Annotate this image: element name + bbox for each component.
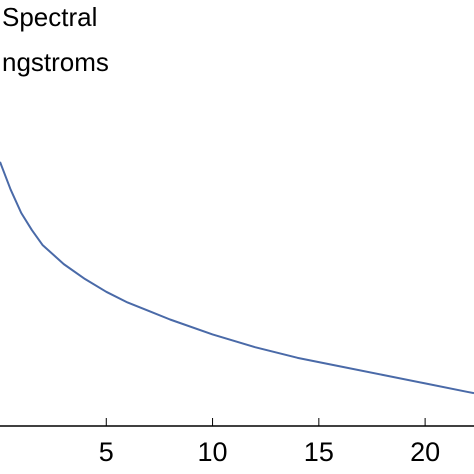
y-axis-label: Spectral ngstroms	[2, 2, 109, 77]
y-axis-label-line-1: Spectral	[2, 2, 97, 32]
x-tick-label: 15	[304, 437, 334, 467]
x-tick-label: 5	[99, 437, 114, 467]
x-axis-ticks: 5 10 15 20	[99, 418, 440, 467]
x-tick-label: 20	[410, 437, 440, 467]
y-axis-label-line-2: ngstroms	[2, 47, 109, 77]
series-group	[0, 161, 474, 395]
x-tick-label: 10	[198, 437, 228, 467]
series-line	[0, 161, 474, 395]
